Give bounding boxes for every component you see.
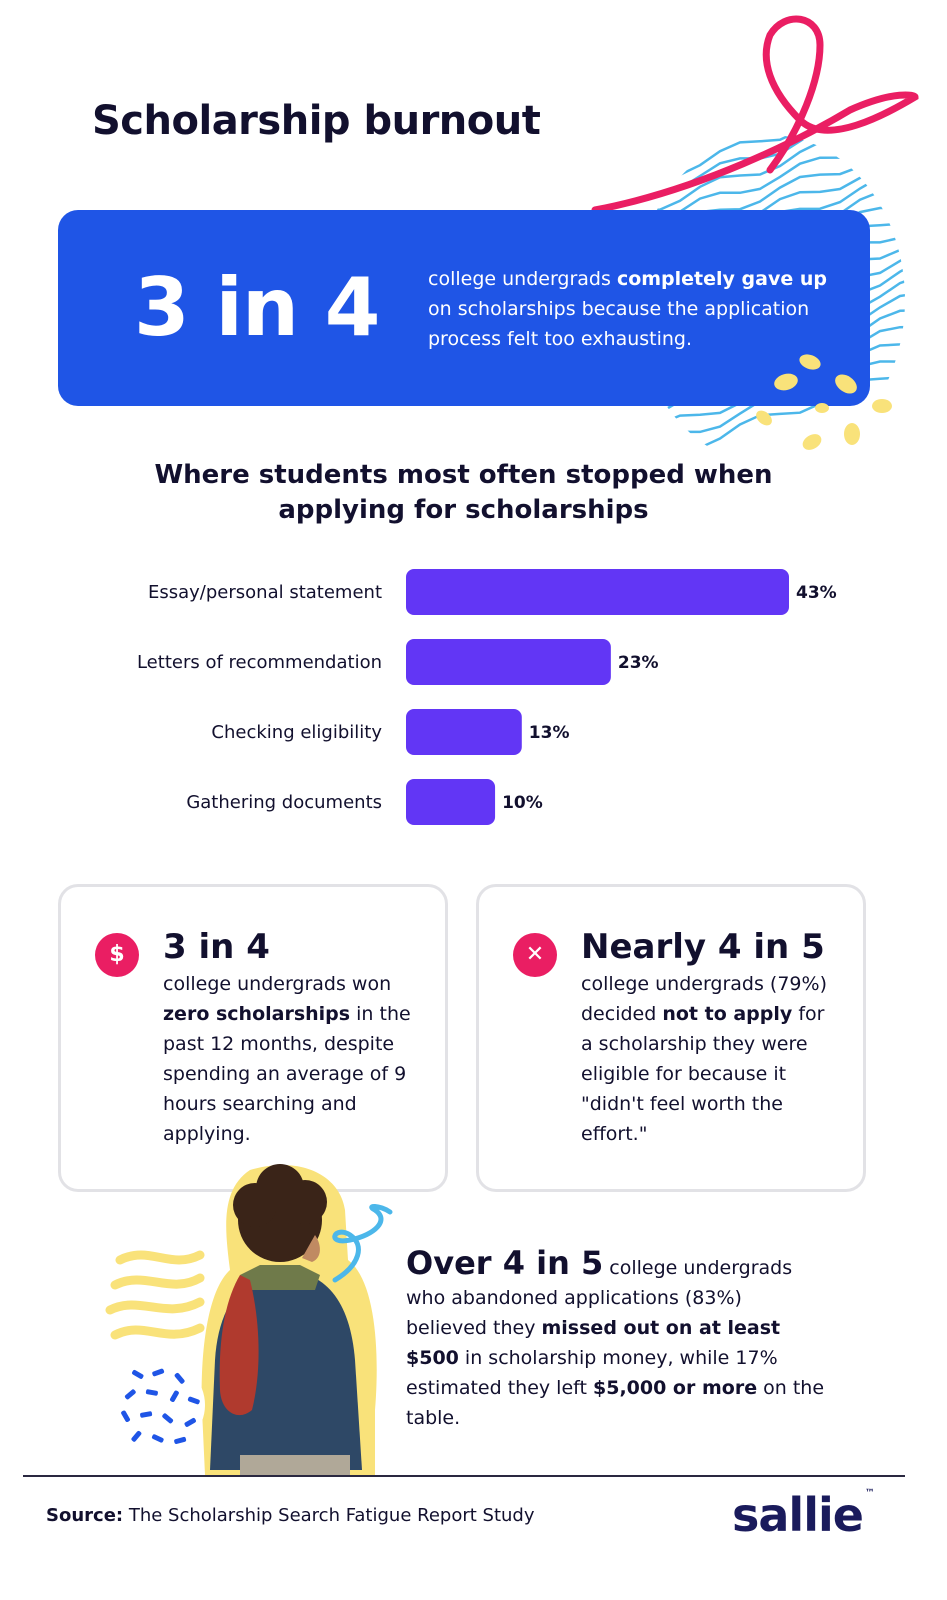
bar-value-label: 13% bbox=[529, 723, 570, 743]
blue-dots-decoration bbox=[115, 1360, 205, 1450]
bar-category-label: Letters of recommendation bbox=[137, 652, 382, 673]
chart-title: Where students most often stopped when a… bbox=[154, 460, 773, 525]
pink-loop-decoration bbox=[591, 15, 919, 214]
bottom-stat-text: Over 4 in 5 college undergrads who abando… bbox=[406, 1244, 825, 1429]
hero-banner: 3 in 4 college undergrads completely gav… bbox=[58, 210, 870, 406]
student-illustration bbox=[105, 1164, 393, 1475]
card-text: college undergrads won zero scholarships… bbox=[163, 973, 411, 1145]
footer-divider bbox=[23, 1475, 905, 1477]
close-icon: ✕ bbox=[513, 933, 557, 977]
bar bbox=[406, 639, 611, 685]
bar-value-label: 23% bbox=[618, 653, 659, 673]
bar-category-label: Checking eligibility bbox=[211, 722, 382, 743]
bar-chart: Essay/personal statement 43% Letters of re… bbox=[137, 569, 837, 825]
sallie-logo: sallie ™ bbox=[732, 1488, 875, 1542]
dollar-icon: $ bbox=[95, 933, 139, 977]
bottom-stat: Over 4 in 5 bbox=[406, 1244, 604, 1282]
card-text: college undergrads (79%) decided not to … bbox=[581, 973, 827, 1145]
card-stat: Nearly 4 in 5 bbox=[581, 927, 825, 967]
yellow-wave-decoration bbox=[105, 1250, 205, 1340]
bar-value-label: 43% bbox=[796, 583, 837, 603]
stat-card-zero-scholarships: $ 3 in 4 college undergrads won zero sch… bbox=[58, 884, 448, 1192]
blue-squiggle-decoration bbox=[332, 1204, 393, 1283]
card-stat: 3 in 4 bbox=[163, 927, 270, 967]
bar-category-label: Essay/personal statement bbox=[148, 582, 382, 603]
stat-card-not-apply: ✕ Nearly 4 in 5 college undergrads (79%)… bbox=[476, 884, 866, 1192]
bar bbox=[406, 779, 496, 825]
source-citation: Source: The Scholarship Search Fatigue R… bbox=[46, 1505, 535, 1526]
yellow-confetti-decoration bbox=[756, 354, 892, 450]
bar bbox=[406, 569, 789, 615]
hero-text: college undergrads completely gave up on… bbox=[428, 268, 827, 350]
bar-value-label: 10% bbox=[502, 793, 543, 813]
bar bbox=[406, 709, 522, 755]
page-title: Scholarship burnout bbox=[92, 98, 541, 144]
hero-stat: 3 in 4 bbox=[134, 261, 380, 354]
bar-category-label: Gathering documents bbox=[186, 792, 382, 813]
